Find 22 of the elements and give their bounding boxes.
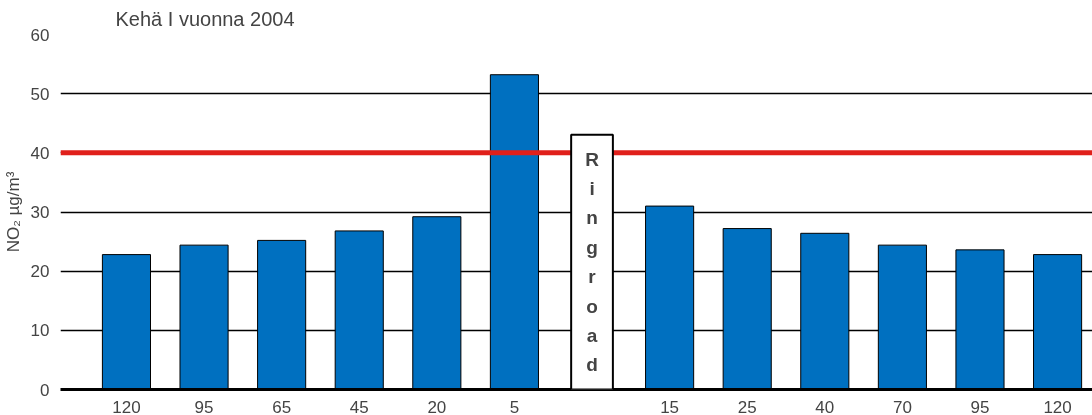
y-tick-label: 60 [30, 25, 50, 45]
y-axis-title: NO₂ µg/m³ [3, 171, 23, 253]
x-tick-label: 20 [427, 397, 447, 415]
x-tick-label: 95 [970, 397, 990, 415]
x-tick-label: 25 [737, 397, 757, 415]
x-tick-label: 15 [660, 397, 680, 415]
x-tick-label: 70 [892, 397, 912, 415]
x-tick-label: 120 [1043, 397, 1072, 415]
y-tick-label: 0 [40, 380, 50, 400]
y-tick-label: 20 [30, 262, 50, 282]
x-tick-label: 5 [509, 397, 520, 415]
y-tick-label: 30 [30, 203, 50, 222]
x-tick-label: 40 [815, 397, 835, 415]
x-tick-label: 95 [194, 397, 214, 415]
y-tick-label: 50 [30, 84, 50, 104]
chart-title: Kehä I vuonna 2004 [115, 7, 295, 30]
y-tick-label: 40 [30, 143, 50, 163]
y-tick-label: 10 [30, 321, 50, 341]
x-tick-label: 65 [272, 397, 292, 415]
x-tick-label: 45 [349, 397, 369, 415]
annotation: Ringroad [585, 148, 600, 376]
x-tick-label: 120 [112, 397, 141, 415]
